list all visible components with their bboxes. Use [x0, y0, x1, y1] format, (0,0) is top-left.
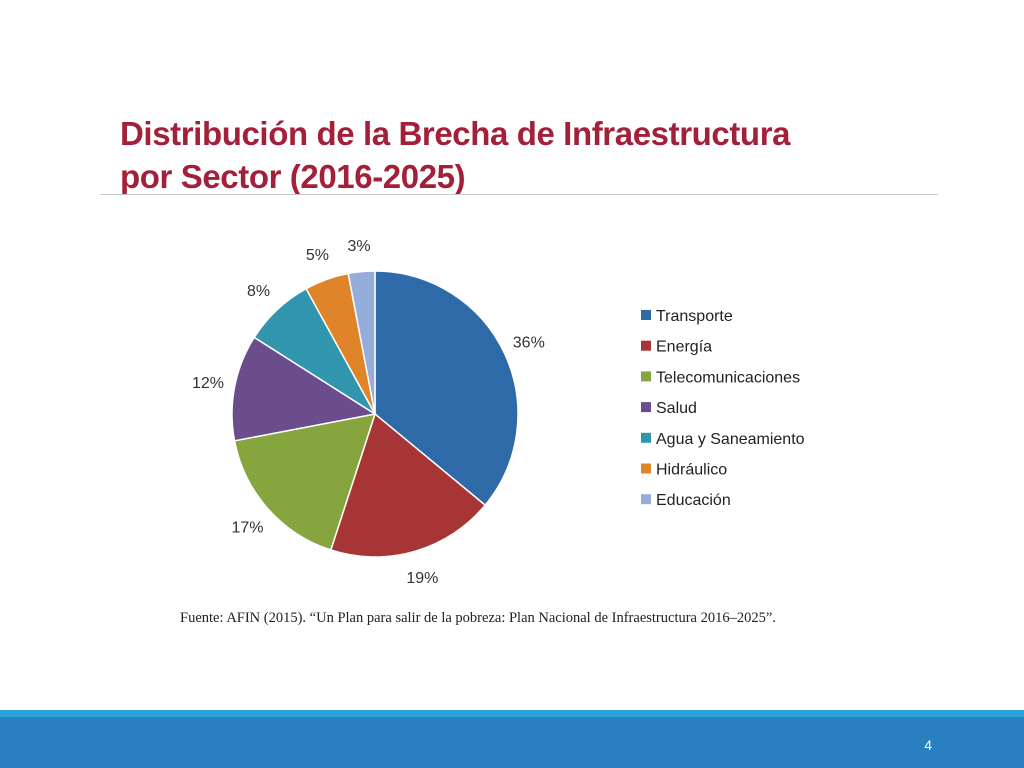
label-salud: 12%	[192, 375, 224, 392]
label-educacion: 3%	[347, 238, 370, 255]
label-telecomunicaciones: 17%	[231, 519, 263, 536]
slice-salud	[231, 336, 378, 442]
pie-percentage-labels: 36% 19% 17% 12% 8% 5% 3%	[192, 238, 545, 587]
page-number: 4	[924, 737, 932, 753]
legend-label-telecomunicaciones: Telecomunicaciones	[656, 369, 800, 386]
legend-label-agua-y-saneamiento: Agua y Saneamiento	[656, 431, 805, 448]
footer-bar	[0, 717, 1024, 768]
pie-chart: 36% 19% 17% 12% 8% 5% 3% Transporte Energía Tele…	[192, 238, 805, 587]
title-divider	[100, 194, 938, 195]
legend-swatch-hidraulico	[641, 463, 651, 474]
source-citation: Fuente: AFIN (2015). “Un Plan para salir…	[180, 610, 776, 626]
legend-swatch-energia	[641, 340, 651, 351]
slice-energia	[329, 412, 487, 558]
legend-swatch-educacion	[641, 494, 651, 505]
label-transporte: 36%	[513, 335, 545, 352]
legend-swatch-telecomunicaciones	[641, 371, 651, 382]
slice-telecomunicaciones	[233, 413, 377, 551]
legend-label-educacion: Educación	[656, 492, 731, 509]
pie-slices	[231, 270, 519, 558]
title-line-1: Distribución de la Brecha de Infraestruc…	[120, 115, 791, 152]
slice-educacion	[347, 270, 376, 415]
label-energia: 19%	[406, 570, 438, 587]
legend-swatch-transporte	[641, 310, 651, 320]
label-hidraulico: 5%	[306, 247, 329, 264]
slide-title: Distribución de la Brecha de Infraestruc…	[120, 112, 920, 198]
chart-legend: Transporte Energía Telecomunicaciones Salud…	[641, 308, 805, 509]
legend-label-transporte: Transporte	[656, 308, 733, 325]
legend-label-energia: Energía	[656, 339, 712, 356]
legend-swatch-agua-y-saneamiento	[641, 432, 651, 443]
label-agua-y-saneamiento: 8%	[247, 283, 270, 300]
title-line-2: por Sector (2016-2025)	[120, 158, 466, 195]
footer-accent-stripe	[0, 710, 1024, 717]
legend-swatch-salud	[641, 402, 651, 413]
legend-label-hidraulico: Hidráulico	[656, 462, 727, 479]
slice-transporte	[374, 270, 519, 507]
legend-label-salud: Salud	[656, 400, 697, 417]
